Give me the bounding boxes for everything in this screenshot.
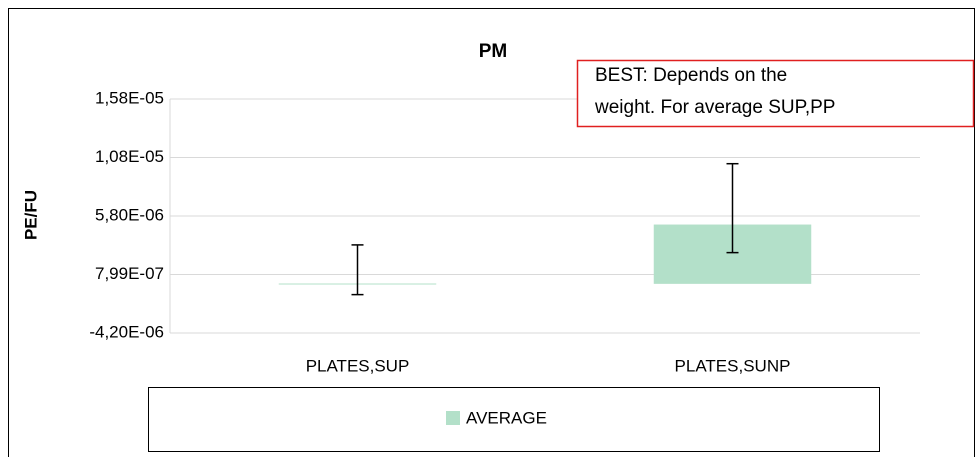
y-tick-label: 7,99E-07	[95, 264, 164, 283]
x-tick-label: PLATES,SUP	[306, 356, 410, 375]
x-tick-label: PLATES,SUNP	[675, 356, 791, 375]
y-axis-label: PE/FU	[21, 190, 40, 240]
y-tick-label: -4,20E-06	[89, 322, 164, 341]
chart-title: PM	[479, 41, 508, 62]
y-tick-label: 1,58E-05	[95, 88, 164, 107]
chart-border	[8, 8, 975, 457]
legend-swatch	[446, 411, 460, 425]
y-tick-label: 1,08E-05	[95, 147, 164, 166]
annotation-box	[576, 59, 975, 128]
legend-box	[148, 387, 880, 452]
annotation: BEST: Depends on the weight. For average …	[594, 65, 835, 118]
y-tick-label: 5,80E-06	[95, 205, 164, 224]
legend-label: AVERAGE	[466, 408, 547, 427]
